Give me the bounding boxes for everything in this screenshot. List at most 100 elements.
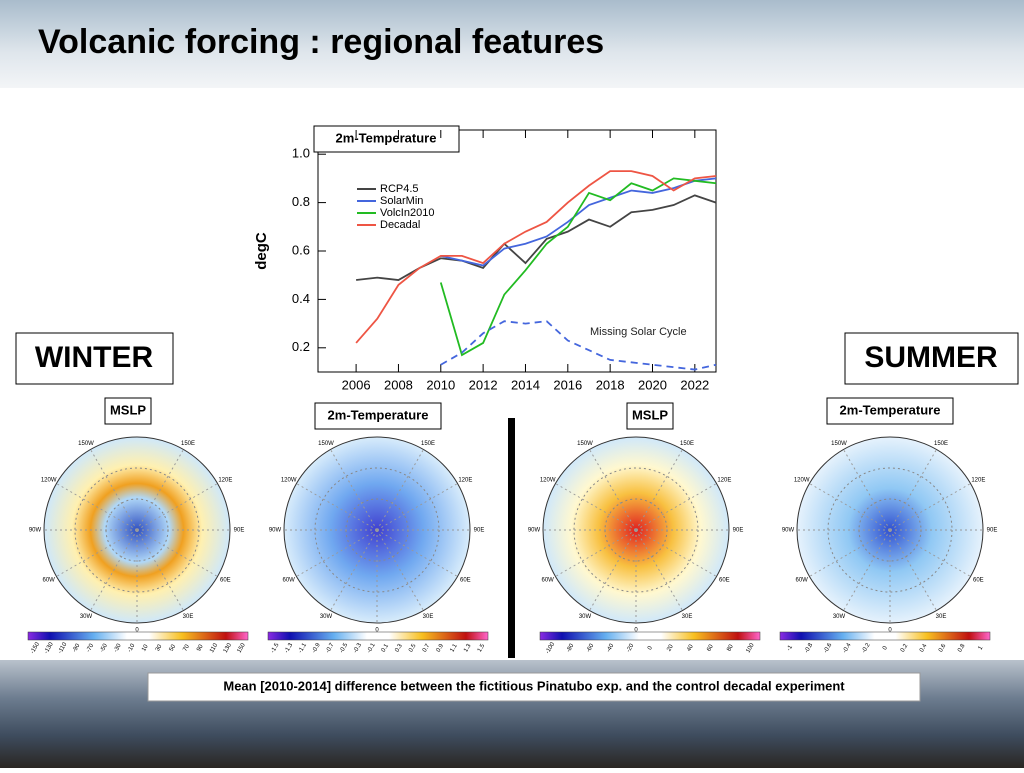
- meridian-label: 60W: [282, 578, 295, 584]
- colorbar-label: 70: [182, 643, 191, 652]
- meridian: [555, 483, 637, 531]
- colorbar-label: -50: [99, 642, 109, 653]
- colorbar-label: -0.1: [366, 642, 377, 655]
- meridian-label: 30E: [936, 614, 947, 620]
- y-tick-label: 0.8: [292, 194, 310, 209]
- colorbar-label: 10: [141, 643, 150, 652]
- colorbar-label: -0.4: [842, 642, 853, 655]
- chart-title: 2m-Temperature: [336, 130, 437, 145]
- meridian: [90, 449, 138, 531]
- colorbar-label: -1.5: [270, 642, 281, 655]
- caption: Mean [2010-2014] difference between the …: [223, 678, 845, 693]
- colorbar-label: 30: [155, 643, 164, 652]
- meridian-label: 90E: [733, 528, 744, 534]
- y-axis-label: degC: [253, 232, 270, 270]
- colorbar-label: -40: [606, 642, 616, 653]
- meridian: [296, 483, 378, 531]
- colorbar-label: 110: [209, 642, 219, 654]
- meridian-label: 90W: [782, 528, 795, 534]
- meridian-label: 90W: [269, 528, 282, 534]
- meridian: [635, 449, 683, 531]
- colorbar-label: -0.2: [861, 642, 872, 655]
- colorbar-label: -0.6: [823, 642, 834, 655]
- colorbar-label: -1: [786, 644, 794, 652]
- colorbar-label: -10: [127, 642, 137, 653]
- meridian: [635, 483, 717, 531]
- winter-label: WINTER: [35, 341, 154, 374]
- x-tick-label: 2022: [680, 377, 709, 392]
- meridian: [330, 529, 378, 611]
- map-label: MSLP: [110, 402, 146, 417]
- x-tick-label: 2010: [426, 377, 455, 392]
- colorbar-label: 0.8: [957, 643, 967, 654]
- x-tick-label: 2006: [342, 377, 371, 392]
- caption-box: [147, 672, 921, 702]
- colorbar-label: 0.6: [938, 643, 948, 654]
- meridian: [376, 529, 424, 611]
- colorbar-label: 130: [223, 642, 234, 654]
- meridian: [635, 529, 717, 577]
- colorbar-label: 100: [745, 642, 756, 654]
- map-label-box: [314, 402, 442, 430]
- map-label: 2m-Temperature: [840, 402, 941, 417]
- x-tick-label: 2016: [553, 377, 582, 392]
- colorbar-label: 0.5: [408, 643, 418, 654]
- meridian: [889, 449, 937, 531]
- colorbar-label: 80: [726, 643, 735, 652]
- colorbar-label: -1.3: [284, 642, 295, 655]
- meridian-label: 60W: [541, 578, 554, 584]
- meridian: [843, 529, 891, 611]
- y-tick-label: 1.0: [292, 146, 310, 161]
- x-tick-label: 2012: [469, 377, 498, 392]
- meridian-label: 30W: [833, 614, 846, 620]
- meridian: [889, 529, 971, 577]
- colorbar-label: 90: [196, 643, 205, 652]
- meridian-label: 120W: [540, 478, 556, 484]
- meridian-label: 150W: [577, 441, 593, 447]
- x-tick-label: 2008: [384, 377, 413, 392]
- meridian: [90, 529, 138, 611]
- x-tick-label: 2018: [596, 377, 625, 392]
- meridian: [376, 449, 424, 531]
- colorbar-label: -100: [545, 641, 557, 655]
- meridian: [555, 529, 637, 577]
- colorbar-label: -0.5: [339, 642, 350, 655]
- legend-label: RCP4.5: [380, 183, 419, 195]
- y-tick-label: 0.6: [292, 242, 310, 257]
- colorbar-label: -130: [44, 641, 56, 655]
- colorbar-label: -0.8: [804, 642, 815, 655]
- colorbar-label: -80: [566, 642, 576, 653]
- meridian: [136, 529, 184, 611]
- colorbar-label: 0.7: [422, 643, 432, 654]
- map-label-box: [104, 397, 152, 425]
- colorbar-label: 0: [882, 645, 889, 651]
- meridian: [296, 529, 378, 577]
- meridian-label: 60E: [973, 578, 984, 584]
- colorbar-label: 1: [978, 645, 985, 651]
- colorbar-label: 0: [647, 645, 654, 651]
- meridian-label: 30W: [579, 614, 592, 620]
- colorbar-label: -150: [30, 641, 42, 655]
- colorbar-label: -0.3: [353, 642, 364, 655]
- meridian: [589, 529, 637, 611]
- colorbar-label: 0.9: [436, 643, 446, 654]
- colorbar-label: 0.3: [394, 643, 404, 654]
- meridian-label: 0: [135, 628, 139, 634]
- colorbar-label: -70: [86, 642, 96, 653]
- colorbar: [779, 631, 991, 641]
- map-label-box: [826, 397, 954, 425]
- meridian-label: 30W: [320, 614, 333, 620]
- meridian: [136, 529, 218, 577]
- meridian: [843, 449, 891, 531]
- winter-box: [15, 332, 174, 385]
- meridian: [376, 529, 458, 577]
- meridian-label: 150W: [831, 441, 847, 447]
- meridian: [809, 483, 891, 531]
- colorbar: [27, 631, 249, 641]
- colorbar-label: -90: [72, 642, 82, 653]
- series-line: [355, 170, 717, 344]
- colorbar-label: 1.3: [463, 643, 473, 654]
- summer-label: SUMMER: [864, 341, 998, 374]
- meridian-label: 90E: [987, 528, 998, 534]
- colorbar: [539, 631, 761, 641]
